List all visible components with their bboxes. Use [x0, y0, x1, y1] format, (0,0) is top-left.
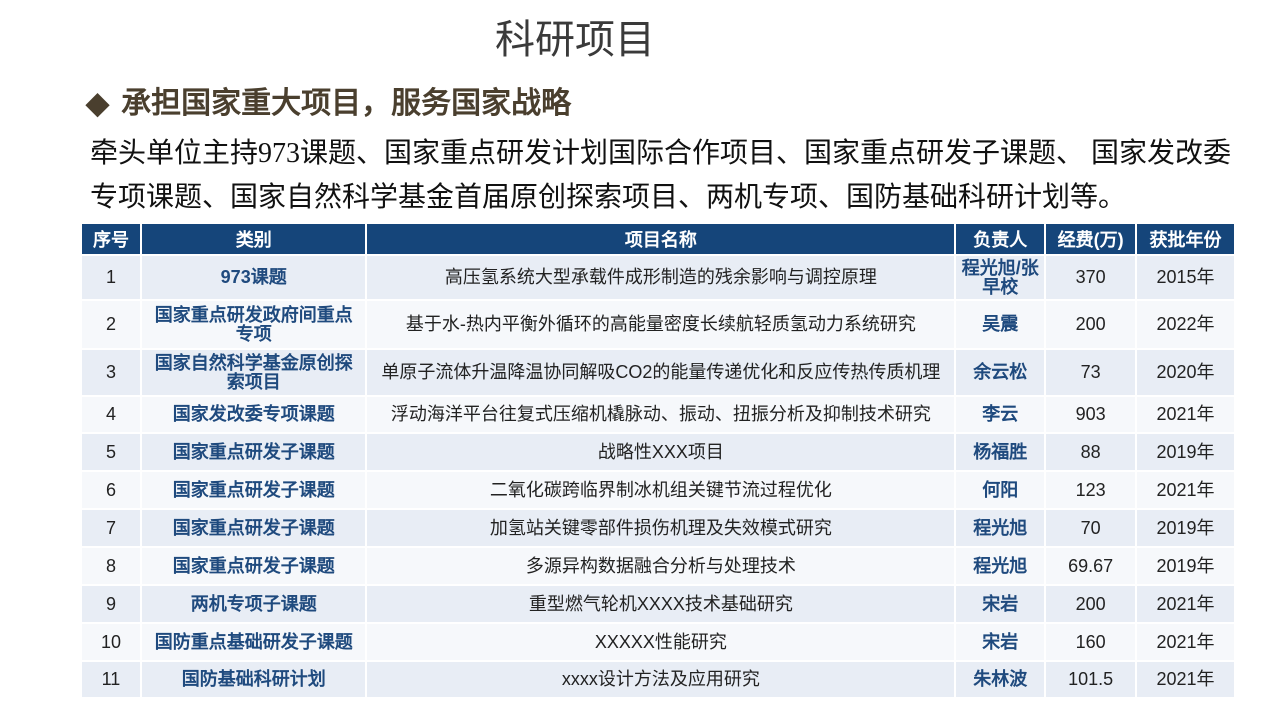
cell-name: 加氢站关键零部件损伤机理及失效模式研究 [367, 510, 955, 546]
section-heading-text: 承担国家重大项目，服务国家战略 [121, 87, 572, 120]
cell-category: 国家自然科学基金原创探索项目 [141, 350, 366, 395]
cell-year: 2021年 [1137, 624, 1234, 660]
table-row: 8 国家重点研发子课题 多源异构数据融合分析与处理技术 程光旭 69.67 2019年 [82, 548, 1234, 584]
section-heading: ◆ 承担国家重大项目，服务国家战略 [86, 84, 571, 124]
cell-year: 2019年 [1137, 548, 1234, 584]
cell-lead: 吴震 [956, 301, 1045, 348]
description-paragraph: 牵头单位主持973课题、国家重点研发计划国际合作项目、国家重点研发子课题、 国家… [90, 138, 1232, 213]
cell-no: 7 [82, 510, 140, 546]
cell-category: 国家重点研发子课题 [141, 472, 366, 508]
cell-lead: 宋岩 [956, 624, 1045, 660]
cell-funding: 88 [1046, 434, 1136, 470]
cell-lead: 程光旭 [956, 548, 1045, 584]
column-header-lead: 负责人 [956, 224, 1045, 254]
cell-no: 5 [82, 434, 140, 470]
cell-lead: 李云 [956, 397, 1045, 432]
table-row: 3 国家自然科学基金原创探索项目 单原子流体升温降温协同解吸CO2的能量传递优化和反… [82, 350, 1234, 395]
cell-year: 2021年 [1137, 472, 1234, 508]
cell-lead: 宋岩 [956, 586, 1045, 622]
column-header-no: 序号 [82, 224, 140, 254]
cell-funding: 73 [1046, 350, 1136, 395]
cell-name: 重型燃气轮机XXXX技术基础研究 [367, 586, 955, 622]
cell-funding: 903 [1046, 397, 1136, 432]
cell-year: 2021年 [1137, 662, 1234, 697]
cell-year: 2020年 [1137, 350, 1234, 395]
cell-lead: 杨福胜 [956, 434, 1045, 470]
cell-no: 1 [82, 256, 140, 299]
cell-category: 国家重点研发子课题 [141, 548, 366, 584]
table-row: 5 国家重点研发子课题 战略性XXX项目 杨福胜 88 2019年 [82, 434, 1234, 470]
cell-year: 2015年 [1137, 256, 1234, 299]
table-row: 4 国家发改委专项课题 浮动海洋平台往复式压缩机橇脉动、振动、扭振分析及抑制技术研究… [82, 397, 1234, 432]
cell-name: xxxx设计方法及应用研究 [367, 662, 955, 697]
cell-category: 国防基础科研计划 [141, 662, 366, 697]
cell-category: 国家发改委专项课题 [141, 397, 366, 432]
cell-no: 3 [82, 350, 140, 395]
table-header-row: 序号 类别 项目名称 负责人 经费(万) 获批年份 [82, 224, 1234, 254]
cell-category: 两机专项子课题 [141, 586, 366, 622]
cell-year: 2022年 [1137, 301, 1234, 348]
cell-lead: 朱林波 [956, 662, 1045, 697]
table-row: 7 国家重点研发子课题 加氢站关键零部件损伤机理及失效模式研究 程光旭 70 2019年 [82, 510, 1234, 546]
table-row: 2 国家重点研发政府间重点专项 基于水-热内平衡外循环的高能量密度长续航轻质氢动力系… [82, 301, 1234, 348]
cell-name: 二氧化碳跨临界制冰机组关键节流过程优化 [367, 472, 955, 508]
cell-no: 9 [82, 586, 140, 622]
cell-funding: 200 [1046, 586, 1136, 622]
cell-name: XXXXX性能研究 [367, 624, 955, 660]
cell-name: 多源异构数据融合分析与处理技术 [367, 548, 955, 584]
column-header-name: 项目名称 [367, 224, 955, 254]
cell-name: 单原子流体升温降温协同解吸CO2的能量传递优化和反应传热传质机理 [367, 350, 955, 395]
diamond-bullet-icon: ◆ [86, 87, 110, 120]
cell-no: 6 [82, 472, 140, 508]
cell-category: 国家重点研发子课题 [141, 510, 366, 546]
table-row: 1 973课题 高压氢系统大型承载件成形制造的残余影响与调控原理 程光旭/张早校 370… [82, 256, 1234, 299]
cell-name: 高压氢系统大型承载件成形制造的残余影响与调控原理 [367, 256, 955, 299]
cell-funding: 101.5 [1046, 662, 1136, 697]
cell-lead: 何阳 [956, 472, 1045, 508]
cell-funding: 69.67 [1046, 548, 1136, 584]
cell-no: 4 [82, 397, 140, 432]
cell-year: 2019年 [1137, 434, 1234, 470]
table-row: 6 国家重点研发子课题 二氧化碳跨临界制冰机组关键节流过程优化 何阳 123 2021年 [82, 472, 1234, 508]
cell-no: 2 [82, 301, 140, 348]
cell-funding: 160 [1046, 624, 1136, 660]
cell-funding: 123 [1046, 472, 1136, 508]
cell-category: 国防重点基础研发子课题 [141, 624, 366, 660]
cell-no: 8 [82, 548, 140, 584]
cell-lead: 程光旭/张早校 [956, 256, 1045, 299]
cell-funding: 70 [1046, 510, 1136, 546]
cell-lead: 程光旭 [956, 510, 1045, 546]
cell-no: 10 [82, 624, 140, 660]
cell-name: 基于水-热内平衡外循环的高能量密度长续航轻质氢动力系统研究 [367, 301, 955, 348]
table-row: 10 国防重点基础研发子课题 XXXXX性能研究 宋岩 160 2021年 [82, 624, 1234, 660]
cell-year: 2021年 [1137, 586, 1234, 622]
cell-name: 浮动海洋平台往复式压缩机橇脉动、振动、扭振分析及抑制技术研究 [367, 397, 955, 432]
page-title: 科研项目 [495, 18, 655, 62]
cell-name: 战略性XXX项目 [367, 434, 955, 470]
cell-lead: 余云松 [956, 350, 1045, 395]
column-header-category: 类别 [141, 224, 366, 254]
projects-table: 序号 类别 项目名称 负责人 经费(万) 获批年份 1 973课题 高压氢系统大型承载件成形制… [80, 222, 1236, 699]
column-header-year: 获批年份 [1137, 224, 1234, 254]
cell-funding: 370 [1046, 256, 1136, 299]
table-row: 11 国防基础科研计划 xxxx设计方法及应用研究 朱林波 101.5 2021年 [82, 662, 1234, 697]
cell-no: 11 [82, 662, 140, 697]
cell-category: 国家重点研发子课题 [141, 434, 366, 470]
column-header-funding: 经费(万) [1046, 224, 1136, 254]
cell-year: 2021年 [1137, 397, 1234, 432]
table-row: 9 两机专项子课题 重型燃气轮机XXXX技术基础研究 宋岩 200 2021年 [82, 586, 1234, 622]
cell-year: 2019年 [1137, 510, 1234, 546]
cell-category: 973课题 [141, 256, 366, 299]
cell-funding: 200 [1046, 301, 1136, 348]
cell-category: 国家重点研发政府间重点专项 [141, 301, 366, 348]
